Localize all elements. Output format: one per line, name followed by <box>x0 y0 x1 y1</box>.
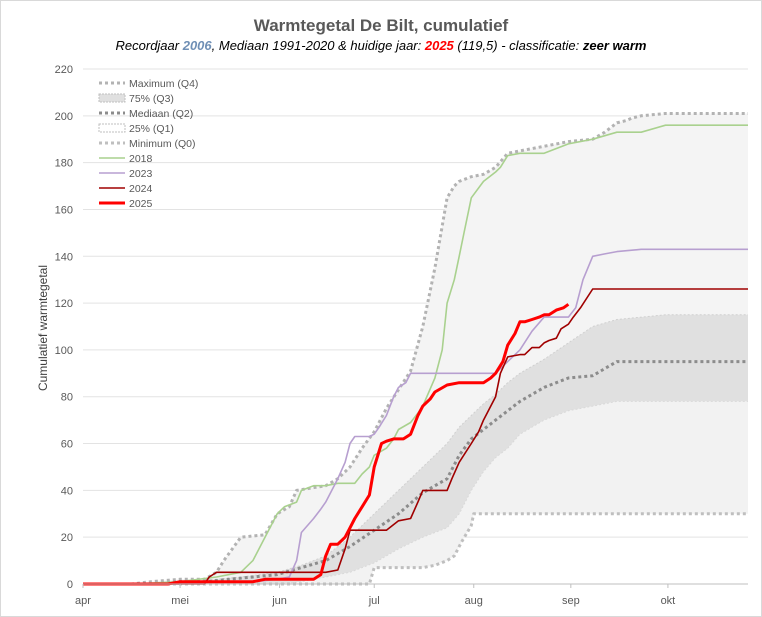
classification: zeer warm <box>582 38 647 53</box>
band-q1-min <box>83 401 748 584</box>
legend-swatch <box>98 123 126 133</box>
legend-item-2023: 2023 <box>99 168 153 180</box>
chart-title: Warmtegetal De Bilt, cumulatief <box>254 16 509 35</box>
series-line-min <box>83 512 748 586</box>
legend-item-min: Minimum (Q0) <box>99 138 196 150</box>
subtitle-prefix: Recordjaar <box>116 38 183 53</box>
y-tick-label: 180 <box>55 158 73 170</box>
y-tick-label: 0 <box>67 579 73 591</box>
y-tick-label: 140 <box>55 251 73 263</box>
chart-subtitle: Recordjaar 2006, Mediaan 1991-2020 & hui… <box>116 38 647 53</box>
x-tick-label: okt <box>661 595 676 607</box>
legend-label: 2018 <box>129 153 153 165</box>
y-tick-label: 120 <box>55 298 73 310</box>
subtitle-mid: , Mediaan 1991-2020 & huidige jaar: <box>212 38 425 53</box>
x-tick-label: apr <box>75 595 91 607</box>
series-line-max <box>83 112 748 586</box>
series-line-2023 <box>83 248 748 585</box>
x-tick-label: sep <box>562 595 580 607</box>
current-year: 2025 <box>424 38 455 53</box>
y-axis-label: Cumulatief warmtegetal <box>36 265 50 391</box>
legend-swatch <box>98 93 126 103</box>
axes: 0 20 40 60 80 100 120 140 160 180 200 220 apr mei jun j… <box>55 64 748 607</box>
legend-label: Minimum (Q0) <box>129 138 196 150</box>
class-prefix: - classificatie: <box>498 38 583 53</box>
series-lines <box>83 112 748 586</box>
y-tick-label: 20 <box>61 532 73 544</box>
legend-label: 2023 <box>129 168 153 180</box>
legend-item-max: Maximum (Q4) <box>99 78 198 90</box>
legend-label: Mediaan (Q2) <box>129 108 193 120</box>
legend-item-q3: 75% (Q3) <box>98 93 174 105</box>
x-tick-label: jul <box>368 595 380 607</box>
current-value: (119,5) <box>454 38 498 53</box>
y-tick-label: 220 <box>55 64 73 76</box>
x-tick-label: mei <box>171 595 189 607</box>
y-tick-label: 160 <box>55 204 73 216</box>
x-tick-label: jun <box>271 595 287 607</box>
series-line-2018 <box>83 124 748 585</box>
legend-item-median: Mediaan (Q2) <box>99 108 193 120</box>
legend-label: 2025 <box>129 198 153 210</box>
series-line-2024 <box>83 288 748 585</box>
legend-label: 75% (Q3) <box>129 93 174 105</box>
legend-label: 2024 <box>129 183 153 195</box>
legend-label: 25% (Q1) <box>129 123 174 135</box>
legend: Maximum (Q4) 75% (Q3) Mediaan (Q2) 25% (Q1)… <box>98 78 198 210</box>
y-tick-label: 80 <box>61 392 73 404</box>
band-max-q3 <box>83 113 748 584</box>
legend-item-2018: 2018 <box>99 153 153 165</box>
y-tick-label: 200 <box>55 111 73 123</box>
x-tick-label: aug <box>465 595 483 607</box>
record-year: 2006 <box>182 38 213 53</box>
legend-item-2025: 2025 <box>99 198 153 210</box>
legend-item-2024: 2024 <box>99 183 153 195</box>
y-tick-label: 60 <box>61 439 73 451</box>
series-line-q1 <box>83 400 748 585</box>
quartile-bands <box>83 113 748 584</box>
y-tick-label: 40 <box>61 485 73 497</box>
y-tick-label: 100 <box>55 345 73 357</box>
legend-label: Maximum (Q4) <box>129 78 198 90</box>
legend-item-q1: 25% (Q1) <box>98 123 174 135</box>
band-q3-q1 <box>83 314 748 584</box>
series-line-q3 <box>83 314 748 585</box>
series-line-2025 <box>83 303 570 586</box>
